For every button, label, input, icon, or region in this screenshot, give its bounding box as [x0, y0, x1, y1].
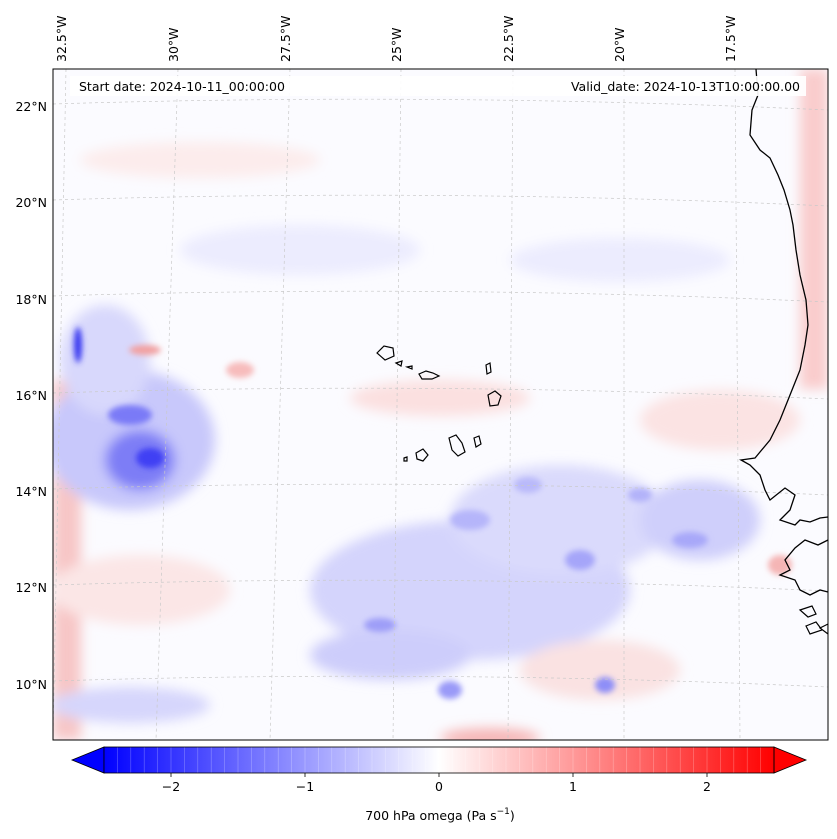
lon-label: 27.5°W — [278, 16, 293, 62]
lat-label: 16°N — [15, 388, 47, 403]
lat-label: 10°N — [15, 677, 47, 692]
island-sao-vicente — [394, 360, 403, 367]
island-sao-nicolau — [418, 370, 441, 380]
longitude-labels: 32.5°W 30°W 27.5°W 25°W 22.5°W 20°W 17.5… — [54, 16, 738, 62]
valid-date-text: Valid_date: 2024-10-13T10:00:00.00 — [571, 79, 800, 94]
start-date-text: Start date: 2024-10-11_00:00:00 — [79, 79, 285, 94]
latitude-labels: 22°N 20°N 18°N 16°N 14°N 12°N 10°N — [15, 99, 47, 692]
omega-field: Start date: 2024-10-11_00:00:00 Valid_da… — [53, 69, 828, 740]
colorbar-label-main: 700 hPa omega (Pa s — [365, 808, 496, 823]
map-frame — [52, 68, 829, 741]
lon-label: 22.5°W — [501, 16, 516, 62]
lon-label: 30°W — [166, 27, 181, 62]
island-sal — [485, 362, 492, 375]
island-santa-luzia — [404, 365, 413, 370]
info-box — [70, 76, 806, 96]
island-santo-antao — [376, 345, 395, 361]
island-brava — [403, 456, 408, 462]
island-fogo — [415, 448, 429, 462]
colorbar-tick-label: 1 — [569, 779, 577, 794]
colorbar-tick-label: 0 — [435, 779, 443, 794]
colorbar-segments — [117, 747, 761, 773]
lat-label: 22°N — [15, 99, 47, 114]
colorbar-tick-label: −2 — [162, 779, 180, 794]
island-coast — [798, 605, 828, 635]
colorbar-tick-label: 2 — [703, 779, 711, 794]
island-santiago — [448, 434, 466, 457]
lat-label: 14°N — [15, 484, 47, 499]
colorbar-ticks: −2 −1 0 1 2 — [162, 773, 711, 794]
africa-coastline — [738, 69, 828, 526]
island-boa-vista — [487, 390, 502, 407]
colorbar: −2 −1 0 1 2 700 hPa omega (Pa s−1) — [70, 746, 808, 823]
cape-verde-islands — [376, 345, 502, 462]
lat-label: 20°N — [15, 195, 47, 210]
lat-label: 18°N — [15, 292, 47, 307]
africa-coastline-south — [778, 539, 828, 596]
lon-label: 25°W — [389, 27, 404, 62]
colorbar-extend-min — [70, 746, 105, 774]
lon-label: 20°W — [612, 27, 627, 62]
lat-label: 12°N — [15, 580, 47, 595]
island-maio — [473, 435, 482, 448]
colorbar-label-close: ) — [510, 808, 515, 823]
colorbar-label-exponent: −1 — [497, 807, 510, 817]
lon-label: 17.5°W — [723, 16, 738, 62]
colorbar-gradient — [104, 747, 774, 773]
lon-label: 32.5°W — [54, 16, 69, 62]
colorbar-label: 700 hPa omega (Pa s−1) — [365, 807, 515, 823]
colorbar-tick-label: −1 — [296, 779, 314, 794]
graticule — [53, 69, 828, 740]
colorbar-extend-max — [773, 746, 808, 774]
